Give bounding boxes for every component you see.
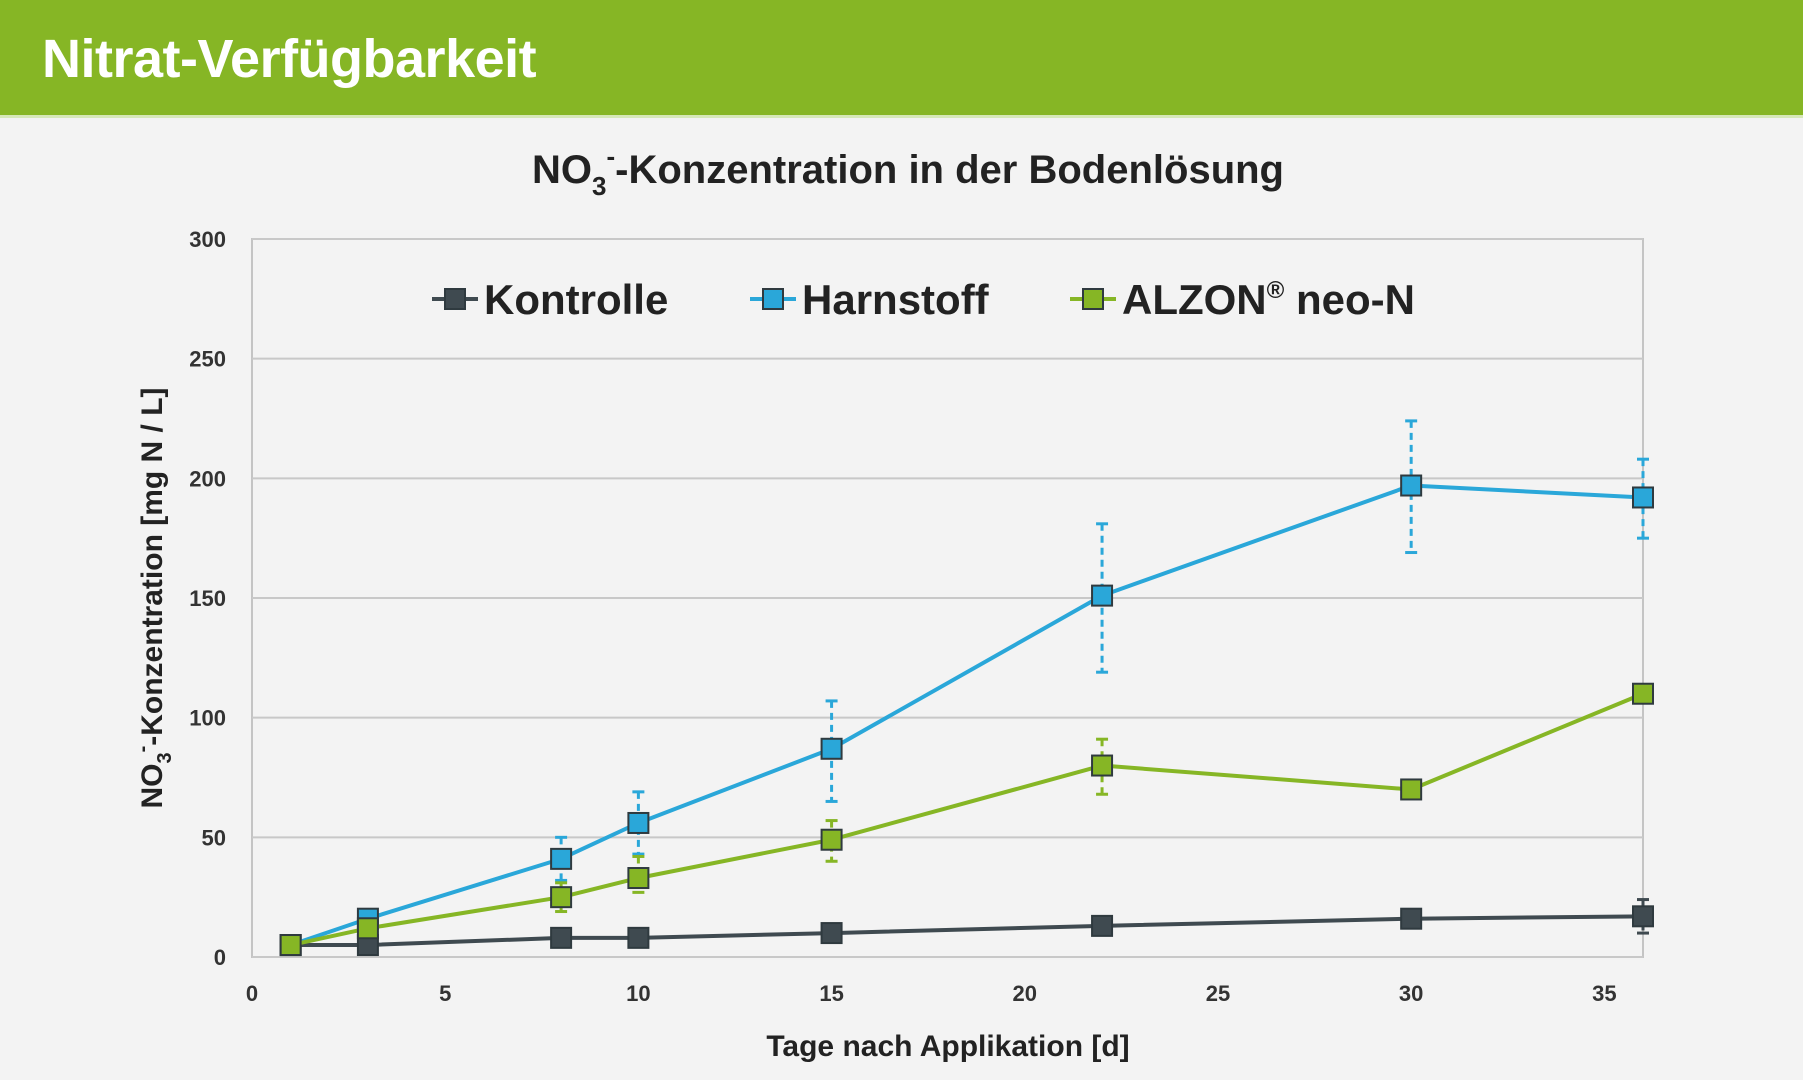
chart-panel: 0 50 100 150 200 250 300 0 5 10 15 20 25 30 35 NO3--Kon… [0, 121, 1803, 1080]
data-point [1400, 907, 1423, 930]
x-axis-label: Tage nach Applikation [d] [766, 1030, 1129, 1063]
series-alzon [279, 682, 1654, 957]
y-axis-label: NO3--Konzentration [mg N / L] [132, 387, 176, 808]
data-point [356, 917, 379, 940]
y-tick-label: 100 [189, 706, 226, 731]
legend-label: Harnstoff [802, 276, 990, 323]
x-tick-label: 5 [439, 981, 451, 1006]
x-tick-label: 25 [1206, 981, 1230, 1006]
data-point [1400, 778, 1423, 801]
series-kontrolle [279, 898, 1654, 957]
data-point [1091, 914, 1114, 937]
data-point [820, 828, 843, 851]
x-tick-label: 20 [1013, 981, 1037, 1006]
data-point [1632, 486, 1654, 509]
y-tick-label: 300 [189, 227, 226, 252]
y-tick-label: 150 [189, 586, 226, 611]
y-tick-label: 200 [189, 466, 226, 491]
data-point [1632, 682, 1654, 705]
y-tick-label: 50 [202, 825, 226, 850]
data-point [1091, 754, 1114, 777]
legend-marker [762, 288, 784, 310]
data-point [820, 922, 843, 945]
x-tick-label: 35 [1592, 981, 1616, 1006]
data-point [550, 926, 573, 949]
legend-item: ALZON® neo-N [1070, 276, 1415, 323]
page-title: Nitrat-Verfügbarkeit [42, 29, 537, 89]
legend-item: Harnstoff [750, 276, 990, 323]
y-tick-label: 0 [214, 945, 226, 970]
legend-marker [444, 288, 466, 310]
header-bar: Nitrat-Verfügbarkeit [0, 0, 1803, 118]
data-point [1632, 905, 1654, 928]
chart-background [0, 121, 1803, 1080]
data-point [627, 867, 650, 890]
series-line [290, 691, 1644, 947]
legend-marker [1082, 288, 1104, 310]
data-point [627, 926, 650, 949]
x-tick-label: 10 [626, 981, 650, 1006]
x-tick-label: 15 [819, 981, 843, 1006]
chart-title: NO3--Konzentration in der Bodenlösung [532, 141, 1284, 201]
data-point [1091, 584, 1114, 607]
data-point [550, 847, 573, 870]
x-tick-label: 0 [246, 981, 258, 1006]
legend-label: ALZON® neo-N [1122, 276, 1415, 323]
y-tick-label: 250 [189, 347, 226, 372]
data-point [279, 934, 302, 957]
legend-label: Kontrolle [484, 276, 668, 323]
data-point [1400, 474, 1423, 497]
series-line [289, 483, 1644, 947]
data-point [627, 811, 650, 834]
x-tick-label: 30 [1399, 981, 1423, 1006]
data-point [820, 737, 843, 760]
series-line [290, 914, 1644, 948]
nitrate-line-chart: 0 50 100 150 200 250 300 0 5 10 15 20 25 30 35 NO3--Kon… [0, 121, 1803, 1080]
legend-item: Kontrolle [432, 276, 668, 323]
data-point [550, 886, 573, 909]
